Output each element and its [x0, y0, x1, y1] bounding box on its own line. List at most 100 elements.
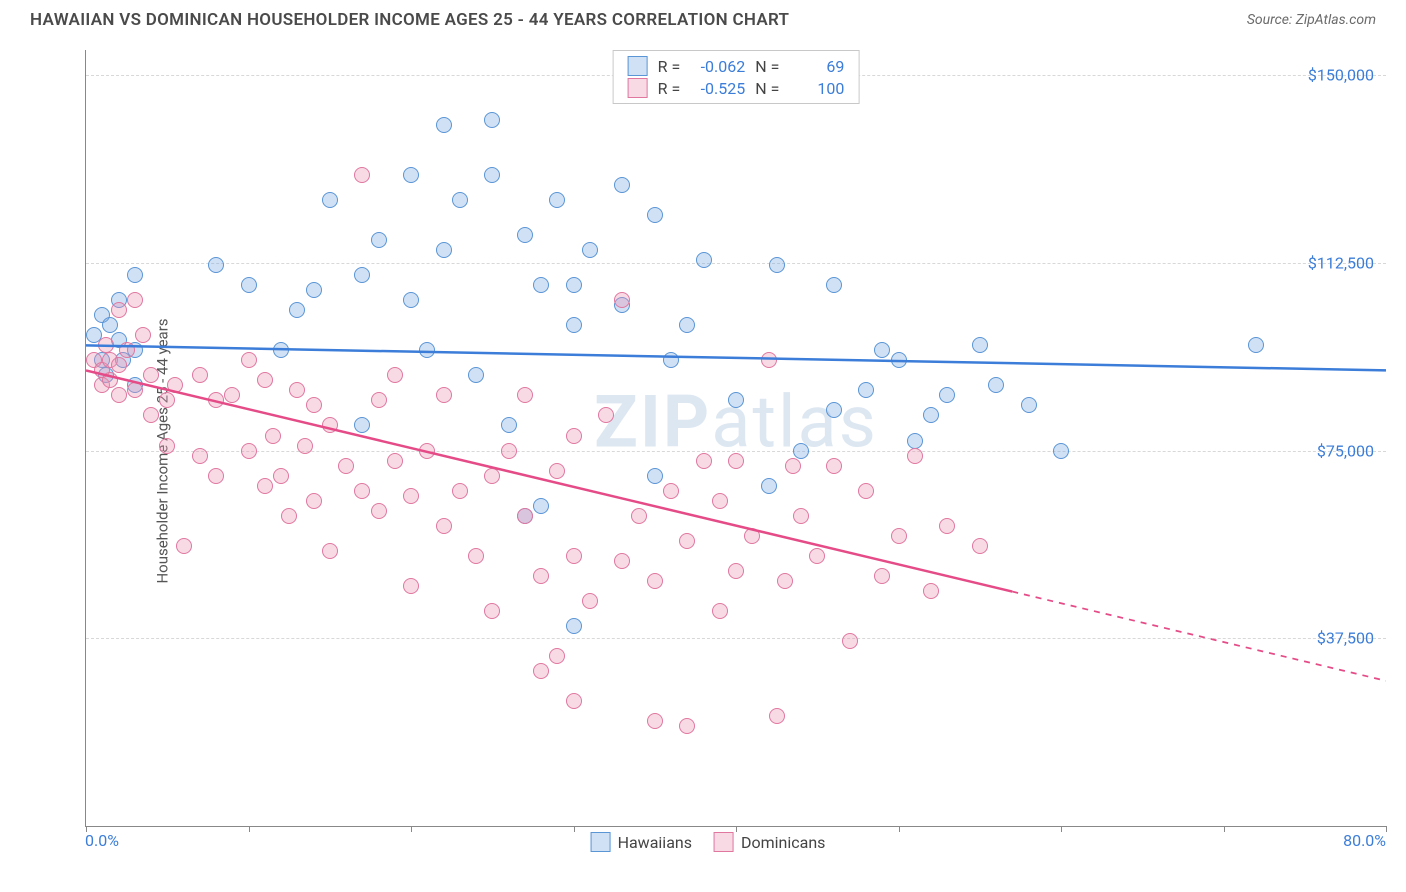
data-point [728, 392, 744, 408]
data-point [923, 407, 939, 423]
y-tick-label: $37,500 [1317, 629, 1374, 648]
data-point [972, 538, 988, 554]
data-point [858, 382, 874, 398]
data-point [907, 448, 923, 464]
stat-n-value: 100 [789, 79, 844, 98]
data-point [501, 417, 517, 433]
data-point [371, 232, 387, 248]
data-point [598, 407, 614, 423]
data-point [452, 483, 468, 499]
stat-n-label: N = [755, 57, 779, 76]
data-point [419, 443, 435, 459]
data-point [403, 578, 419, 594]
data-point [208, 468, 224, 484]
legend-swatch [714, 832, 734, 852]
stats-row: R =-0.525N =100 [628, 77, 845, 99]
stat-n-value: 69 [789, 57, 844, 76]
data-point [176, 538, 192, 554]
data-point [761, 352, 777, 368]
data-point [127, 382, 143, 398]
data-point [712, 603, 728, 619]
plot-area: ZIPatlas R =-0.062N =69R =-0.525N =100 $… [85, 50, 1386, 827]
data-point [712, 493, 728, 509]
data-point [549, 463, 565, 479]
data-point [403, 488, 419, 504]
data-point [566, 428, 582, 444]
data-point [403, 167, 419, 183]
data-point [696, 252, 712, 268]
data-point [143, 367, 159, 383]
gridline [86, 638, 1386, 639]
data-point [484, 167, 500, 183]
data-point [826, 458, 842, 474]
legend-item: Dominicans [714, 832, 825, 852]
data-point [452, 192, 468, 208]
data-point [354, 483, 370, 499]
data-point [728, 453, 744, 469]
data-point [468, 367, 484, 383]
legend-swatch [628, 78, 648, 98]
data-point [891, 528, 907, 544]
data-point [874, 568, 890, 584]
data-point [167, 377, 183, 393]
data-point [769, 708, 785, 724]
data-point [614, 292, 630, 308]
x-min-label: 0.0% [85, 831, 119, 850]
data-point [647, 468, 663, 484]
stat-n-label: N = [755, 79, 779, 98]
trend-lines [86, 50, 1386, 826]
data-point [192, 367, 208, 383]
data-point [338, 458, 354, 474]
data-point [306, 397, 322, 413]
data-point [403, 292, 419, 308]
data-point [663, 352, 679, 368]
data-point [127, 267, 143, 283]
chart-title: HAWAIIAN VS DOMINICAN HOUSEHOLDER INCOME… [30, 10, 789, 30]
data-point [306, 282, 322, 298]
data-point [566, 277, 582, 293]
data-point [354, 267, 370, 283]
data-point [111, 302, 127, 318]
data-point [939, 518, 955, 534]
data-point [907, 433, 923, 449]
data-point [728, 563, 744, 579]
data-point [371, 392, 387, 408]
stats-legend-box: R =-0.062N =69R =-0.525N =100 [613, 50, 860, 104]
data-point [533, 277, 549, 293]
data-point [192, 448, 208, 464]
data-point [858, 483, 874, 499]
data-point [159, 438, 175, 454]
data-point [208, 257, 224, 273]
data-point [354, 417, 370, 433]
data-point [241, 277, 257, 293]
data-point [549, 648, 565, 664]
data-point [241, 352, 257, 368]
data-point [436, 242, 452, 258]
stat-r-label: R = [658, 57, 681, 76]
data-point [159, 392, 175, 408]
x-tick [1061, 826, 1062, 832]
data-point [241, 443, 257, 459]
source-label: Source: ZipAtlas.com [1247, 12, 1376, 28]
data-point [354, 167, 370, 183]
data-point [679, 317, 695, 333]
data-point [533, 663, 549, 679]
data-point [98, 337, 114, 353]
data-point [679, 718, 695, 734]
data-point [273, 342, 289, 358]
data-point [265, 428, 281, 444]
data-point [1021, 397, 1037, 413]
y-tick-label: $75,000 [1317, 441, 1374, 460]
data-point [127, 292, 143, 308]
data-point [785, 458, 801, 474]
data-point [874, 342, 890, 358]
data-point [289, 382, 305, 398]
data-point [224, 387, 240, 403]
data-point [826, 277, 842, 293]
gridline [86, 451, 1386, 452]
data-point [614, 177, 630, 193]
data-point [517, 508, 533, 524]
data-point [631, 508, 647, 524]
legend-item: Hawaiians [591, 832, 692, 852]
data-point [387, 453, 403, 469]
